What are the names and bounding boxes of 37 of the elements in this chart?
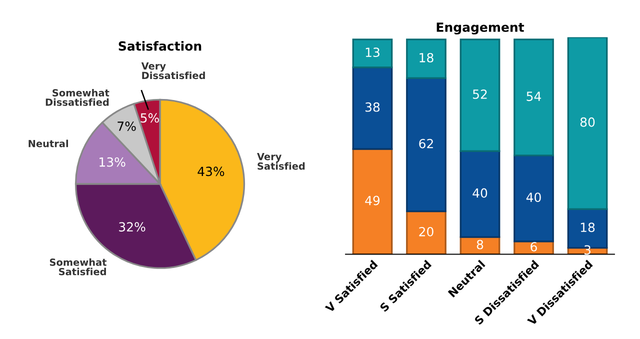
data-label: 43% <box>198 166 224 176</box>
data-label: 20 <box>419 226 434 236</box>
data-label: 7% <box>118 122 136 131</box>
slice-label: Very Satisfied <box>257 153 305 170</box>
data-label: 13 <box>366 48 380 58</box>
data-label: 40 <box>472 188 488 198</box>
bar <box>406 210 446 254</box>
chart-title: Satisfaction <box>118 41 202 51</box>
data-label: 54 <box>526 92 542 102</box>
bar <box>352 38 393 68</box>
bar <box>406 38 446 79</box>
data-label: 62 <box>419 138 433 148</box>
data-label: 40 <box>526 192 541 202</box>
slice-label: Very Dissatisfied <box>141 62 205 80</box>
slice-label: Neutral <box>28 140 68 148</box>
bar <box>460 150 500 238</box>
data-label: 8 <box>476 240 484 250</box>
data-label: 13% <box>100 157 126 167</box>
data-label: 38 <box>365 102 380 112</box>
bar <box>406 77 446 212</box>
data-label: 52 <box>473 89 487 99</box>
bar <box>514 154 554 242</box>
data-label: 80 <box>580 117 595 127</box>
bar <box>352 148 393 254</box>
data-label: 18 <box>420 52 434 62</box>
bar <box>514 38 554 156</box>
data-label: 5% <box>140 113 159 123</box>
data-label: 6 <box>530 242 537 252</box>
slice-label: Somewhat Satisfied <box>50 258 107 276</box>
bar <box>460 38 500 152</box>
data-label: 32% <box>119 222 146 232</box>
data-label: 18 <box>580 222 595 232</box>
bar <box>567 37 608 210</box>
chart-title: Engagement <box>436 22 524 34</box>
slice-label: Somewhat Dissatisfied <box>46 88 110 106</box>
bar <box>352 66 393 150</box>
data-label: 49 <box>365 196 380 206</box>
